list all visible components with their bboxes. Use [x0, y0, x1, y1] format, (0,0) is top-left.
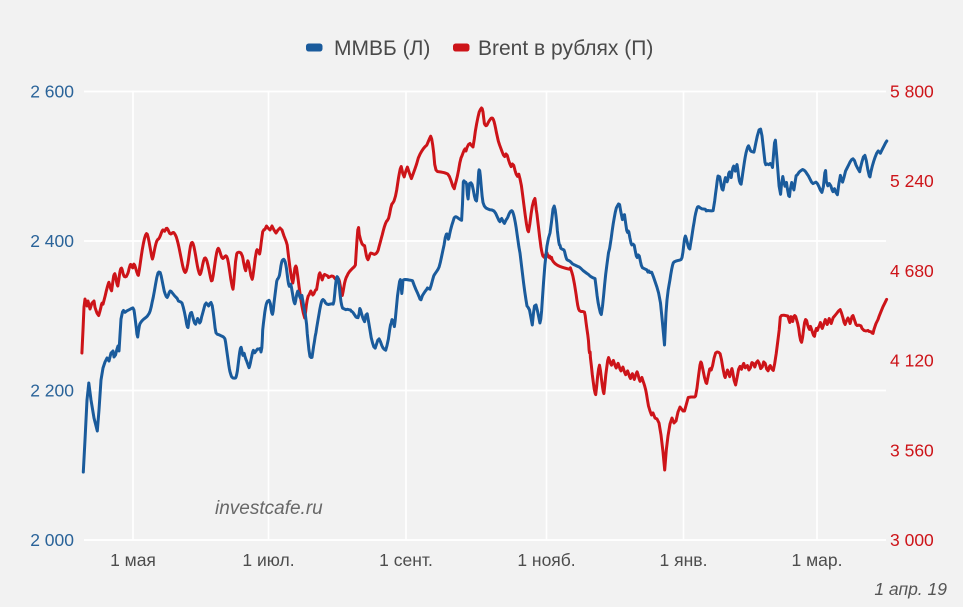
- svg-text:4 120: 4 120: [890, 351, 934, 371]
- svg-text:1 июл.: 1 июл.: [242, 550, 294, 570]
- svg-text:2 200: 2 200: [30, 381, 74, 401]
- svg-text:1 нояб.: 1 нояб.: [517, 550, 575, 570]
- svg-text:1 мар.: 1 мар.: [792, 550, 843, 570]
- svg-text:3 560: 3 560: [890, 440, 934, 460]
- svg-text:1 мая: 1 мая: [110, 550, 156, 570]
- svg-text:1 апр. 19: 1 апр. 19: [874, 579, 947, 599]
- svg-text:2 000: 2 000: [30, 530, 74, 550]
- svg-text:5 240: 5 240: [890, 171, 934, 191]
- svg-text:4 680: 4 680: [890, 261, 934, 281]
- svg-text:investcafe.ru: investcafe.ru: [215, 498, 323, 519]
- svg-text:3 000: 3 000: [890, 530, 934, 550]
- svg-text:5 800: 5 800: [890, 82, 934, 102]
- svg-text:2 400: 2 400: [30, 231, 74, 251]
- svg-text:2 600: 2 600: [30, 82, 74, 102]
- svg-text:1 сент.: 1 сент.: [379, 550, 433, 570]
- svg-text:Brent в рублях (П): Brent в рублях (П): [478, 37, 653, 60]
- svg-text:1 янв.: 1 янв.: [660, 550, 708, 570]
- svg-text:ММВБ (Л): ММВБ (Л): [334, 37, 430, 60]
